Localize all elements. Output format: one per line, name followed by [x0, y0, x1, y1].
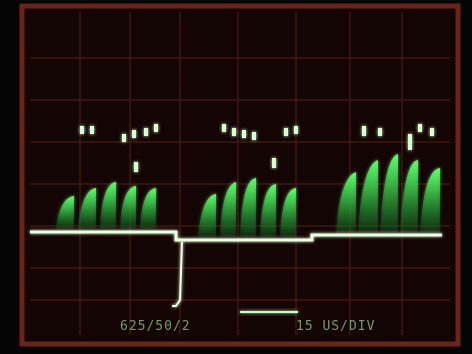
peak: [154, 124, 158, 132]
peak: [242, 130, 246, 138]
peak: [252, 132, 256, 140]
peak: [232, 128, 236, 136]
peak: [408, 134, 412, 150]
oscilloscope-photo: 625/50/2 15 US/DIV: [0, 0, 472, 354]
peak: [362, 126, 366, 136]
timebase-label: 15 US/DIV: [296, 319, 375, 334]
peak: [144, 128, 148, 136]
format-label: 625/50/2: [120, 319, 191, 334]
peak: [122, 134, 126, 142]
peak: [418, 124, 422, 132]
peak: [132, 130, 136, 138]
peak: [378, 128, 382, 136]
peak: [272, 158, 276, 168]
page: 625/50/2 15 US/DIV (() => { const data =…: [0, 0, 472, 354]
peak: [90, 126, 94, 134]
peak: [222, 124, 226, 132]
peak: [284, 128, 288, 136]
peak: [294, 126, 298, 134]
peak: [430, 128, 434, 136]
peak: [80, 126, 84, 134]
peak: [134, 162, 138, 172]
